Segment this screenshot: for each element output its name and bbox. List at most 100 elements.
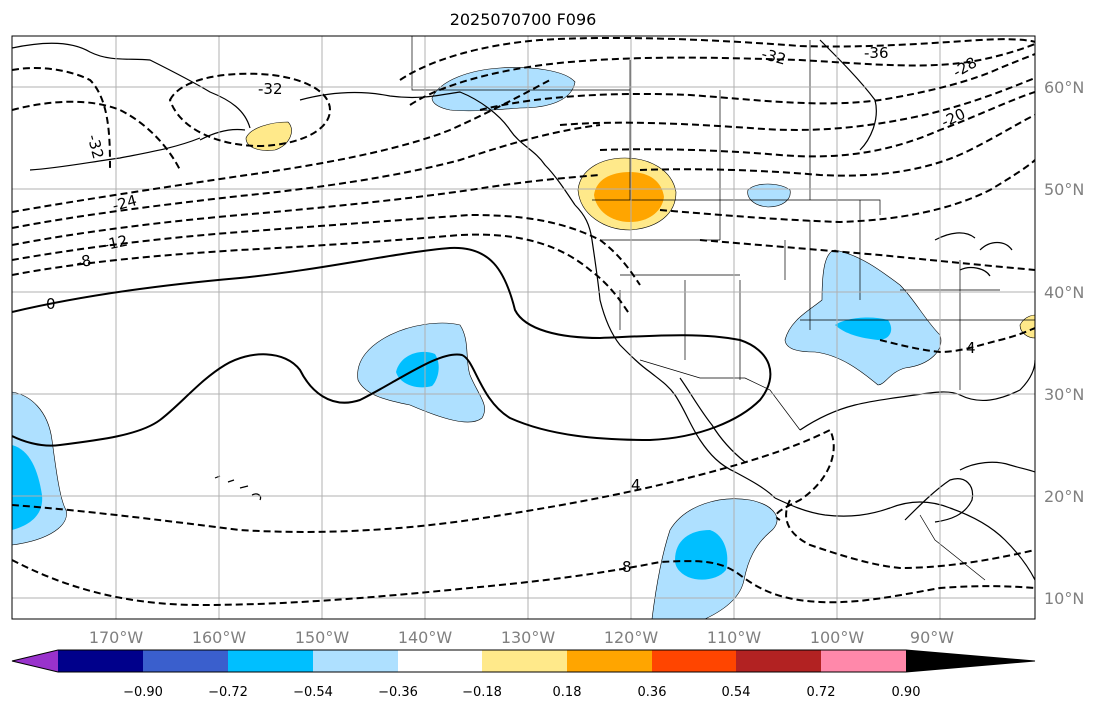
lon-label-90w: 90°W xyxy=(910,628,954,647)
contour-neg32-west-ring xyxy=(168,72,332,148)
lat-label-60n: 60°N xyxy=(1044,78,1084,97)
colorbar-segment-9 xyxy=(736,650,821,672)
colorbar-tick-label: 0.18 xyxy=(553,685,582,700)
map-frame xyxy=(11,35,1036,620)
anomaly-core-plains xyxy=(835,317,892,340)
lat-label-30n: 30°N xyxy=(1044,385,1084,404)
mexico-coast xyxy=(774,497,1035,581)
colorbar-tick-label: 0.72 xyxy=(807,685,836,700)
lon-label-140w: 140°W xyxy=(398,628,453,647)
contour-neg32-west xyxy=(12,67,111,171)
gulf-california xyxy=(679,377,746,463)
contour-neg36 xyxy=(399,36,1035,81)
colorbar-segment-7 xyxy=(567,650,652,672)
lat-label-10n: 10°N xyxy=(1044,589,1084,608)
lon-label-100w: 100°W xyxy=(810,628,865,647)
colorbar-segment-min-extend xyxy=(12,650,58,672)
contour-neg32-east xyxy=(409,43,1035,106)
lat-label-50n: 50°N xyxy=(1044,180,1084,199)
contour-pos4-southeast xyxy=(785,499,1035,570)
latitude-labels: 60°N 50°N 40°N 30°N 20°N 10°N xyxy=(1044,78,1084,608)
colorbar-tick-label: −0.90 xyxy=(123,685,163,700)
contour-neg20-west xyxy=(12,124,601,229)
contour-label-neg24: -24 xyxy=(110,191,138,215)
lon-label-150w: 150°W xyxy=(295,628,350,647)
contour-label-neg36: -36 xyxy=(864,44,889,62)
lon-label-170w: 170°W xyxy=(89,628,144,647)
contour-label-pos8: 8 xyxy=(622,558,632,576)
longitude-labels: 170°W 160°W 150°W 140°W 130°W 120°W 110°… xyxy=(89,628,954,647)
contour-neg8-west xyxy=(12,233,631,316)
lat-label-20n: 20°N xyxy=(1044,487,1084,506)
contour-pos8 xyxy=(12,559,1035,607)
anomaly-core-central-pacific xyxy=(396,351,439,388)
map-panel: -36 -32 -32 -32 -28 -24 -20 -12 -8 0 4 4… xyxy=(11,35,1036,620)
contour-label-neg32-ring: -32 xyxy=(258,80,283,98)
graticule xyxy=(12,36,1035,619)
contour-neg20 xyxy=(599,91,1035,158)
state-lines xyxy=(600,200,1035,390)
alaska-coast xyxy=(12,42,576,206)
contour-label-neg12: -12 xyxy=(102,232,130,255)
us-canada-border xyxy=(592,199,881,215)
yucatan-coast xyxy=(904,478,974,523)
colorbar-tick-labels: −0.90 −0.72 −0.54 −0.36 −0.18 0.18 0.36 … xyxy=(123,685,920,700)
contour-neg24-west xyxy=(12,79,551,213)
colorbar-segment-2 xyxy=(143,650,228,672)
anomaly-core-pacific-northwest xyxy=(594,172,664,222)
contour-neg24-east xyxy=(559,77,1035,131)
great-lakes xyxy=(934,232,1013,277)
colorbar-tick-label: 0.54 xyxy=(722,685,751,700)
map-title: 2025070700 F096 xyxy=(450,10,597,29)
colorbar-segment-6 xyxy=(482,650,567,672)
contour-label-pos4-east: 4 xyxy=(966,339,976,357)
lon-label-110w: 110°W xyxy=(707,628,762,647)
colorbar-tick-label: −0.18 xyxy=(462,685,502,700)
anomaly-core-west xyxy=(12,445,43,530)
contour-neg28-west xyxy=(12,100,181,171)
colorbar-segment-8 xyxy=(652,650,736,672)
political-borders xyxy=(411,36,1035,581)
central-america xyxy=(919,514,986,581)
contour-neg12-east xyxy=(659,159,1035,224)
lon-label-160w: 160°W xyxy=(192,628,247,647)
contour-label-neg32-west: -32 xyxy=(84,133,108,161)
alaska-canada-border xyxy=(411,36,500,91)
colorbar-tick-label: −0.54 xyxy=(293,685,333,700)
canada-provinces xyxy=(500,40,811,200)
contour-neg8-east xyxy=(699,239,1035,271)
lon-label-120w: 120°W xyxy=(604,628,659,647)
canada-coast xyxy=(574,204,776,499)
contour-pos4 xyxy=(12,428,835,533)
contour-neg12-west xyxy=(12,213,641,286)
contour-neg28 xyxy=(479,53,1035,111)
colorbar-segment-3 xyxy=(228,650,313,672)
lon-label-130w: 130°W xyxy=(501,628,556,647)
colorbar-tick-label: 0.90 xyxy=(892,685,921,700)
colorbar-tick-label: −0.36 xyxy=(378,685,418,700)
lat-label-40n: 40°N xyxy=(1044,283,1084,302)
colorbar-segment-max-extend xyxy=(906,650,1035,672)
contour-label-neg32-east: -32 xyxy=(760,45,788,69)
colorbar-tick-label: 0.36 xyxy=(638,685,667,700)
contour-pos4-east xyxy=(879,327,1035,354)
gulf-coast xyxy=(799,359,1035,431)
contour-label-zero: 0 xyxy=(46,295,56,313)
colorbar-segment-4 xyxy=(313,650,398,672)
hawaii xyxy=(214,475,262,501)
colorbar xyxy=(11,649,1036,673)
contour-zero-north xyxy=(12,246,772,447)
colorbar-segment-1 xyxy=(58,650,143,672)
colorbar-tick-label: −0.72 xyxy=(208,685,248,700)
contour-neg16-east xyxy=(639,114,1035,177)
aleutian-islands xyxy=(29,128,246,171)
contour-lines xyxy=(12,36,1035,607)
colorbar-outline xyxy=(11,649,1036,673)
anomaly-core-south xyxy=(675,530,728,580)
colorbar-segment-5 xyxy=(398,650,482,672)
contour-label-neg8: -8 xyxy=(75,251,93,272)
cuba xyxy=(959,461,1035,473)
colorbar-segment-10 xyxy=(821,650,906,672)
us-mexico-border xyxy=(639,359,801,431)
